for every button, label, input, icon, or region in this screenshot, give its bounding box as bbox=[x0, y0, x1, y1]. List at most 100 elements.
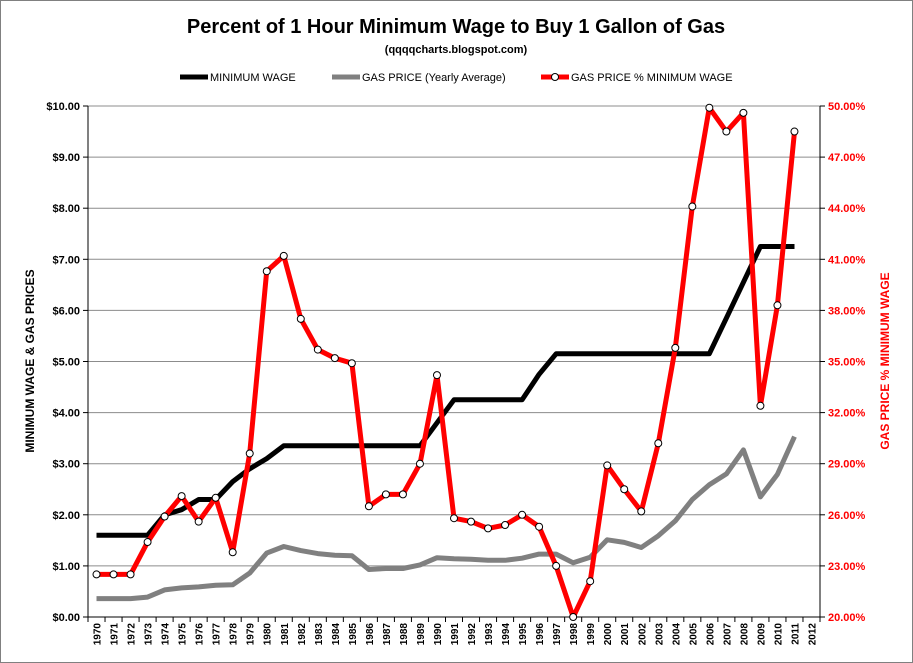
data-point bbox=[262, 267, 271, 276]
series-layer bbox=[92, 103, 799, 621]
y-tick-label-left: $4.00 bbox=[52, 408, 80, 420]
x-tick-label: 2009 bbox=[756, 623, 767, 646]
data-point bbox=[688, 202, 697, 211]
y-tick-label-left: $7.00 bbox=[52, 254, 80, 266]
data-point bbox=[194, 517, 203, 526]
y-tick-label-right: 50.00% bbox=[828, 101, 866, 113]
x-tick-label: 1989 bbox=[416, 623, 427, 646]
y-tick-label-right: 38.00% bbox=[828, 305, 866, 317]
x-tick-label: 2012 bbox=[807, 623, 818, 646]
y-tick-label-right: 32.00% bbox=[828, 408, 866, 420]
data-point bbox=[432, 371, 441, 380]
data-point bbox=[177, 492, 186, 501]
data-point bbox=[773, 301, 782, 310]
y-tick-label-left: $3.00 bbox=[52, 459, 80, 471]
x-tick-label: 1987 bbox=[382, 623, 393, 646]
x-tick-label: 1994 bbox=[501, 623, 512, 646]
y-axis-label-right: GAS PRICE % MINIMUM WAGE bbox=[878, 272, 892, 449]
legend: MINIMUM WAGE GAS PRICE (Yearly Average) GA… bbox=[180, 72, 733, 84]
data-point bbox=[569, 613, 578, 621]
x-tick-label: 1972 bbox=[127, 623, 138, 646]
y-tick-label-right: 47.00% bbox=[828, 152, 866, 164]
data-point bbox=[415, 459, 424, 468]
x-tick-label: 1985 bbox=[348, 623, 359, 646]
x-tick-label: 2002 bbox=[637, 623, 648, 646]
data-point bbox=[722, 127, 731, 136]
y-tick-label-right: 20.00% bbox=[828, 612, 866, 624]
y-tick-label-right: 41.00% bbox=[828, 254, 866, 266]
x-tick-label: 1971 bbox=[110, 623, 121, 646]
data-point bbox=[143, 538, 152, 547]
x-tick-label: 1999 bbox=[586, 623, 597, 646]
y-tick-label-left: $0.00 bbox=[52, 612, 80, 624]
data-point bbox=[603, 461, 612, 470]
y-tick-label-left: $10.00 bbox=[46, 101, 80, 113]
gridlines bbox=[88, 105, 820, 567]
data-point bbox=[126, 570, 135, 579]
data-point bbox=[484, 524, 493, 533]
y-tick-label-right: 44.00% bbox=[828, 203, 866, 215]
y-tick-label-left: $1.00 bbox=[52, 561, 80, 573]
chart-title: Percent of 1 Hour Minimum Wage to Buy 1 … bbox=[187, 16, 725, 38]
y-tick-label-right: 23.00% bbox=[828, 561, 866, 573]
x-tick-label: 2011 bbox=[790, 623, 801, 645]
data-point bbox=[654, 439, 663, 448]
x-tick-label: 2007 bbox=[722, 623, 733, 646]
data-point bbox=[279, 251, 288, 260]
data-point bbox=[739, 108, 748, 117]
x-tick-label: 1980 bbox=[263, 623, 274, 646]
y-tick-label-left: $5.00 bbox=[52, 357, 80, 369]
series-line bbox=[96, 105, 797, 620]
x-tick-label: 1978 bbox=[229, 623, 240, 646]
x-tick-label: 2010 bbox=[773, 623, 784, 646]
x-tick-label: 2008 bbox=[739, 623, 750, 646]
data-point bbox=[518, 510, 527, 519]
x-tick-label: 1986 bbox=[365, 623, 376, 646]
data-point bbox=[586, 577, 595, 586]
x-tick-label: 1990 bbox=[433, 623, 444, 646]
data-point bbox=[535, 522, 544, 531]
x-tick-label: 1996 bbox=[535, 623, 546, 646]
data-point bbox=[637, 507, 646, 516]
legend-label: GAS PRICE % MINIMUM WAGE bbox=[571, 72, 733, 84]
axes: $0.00 20.00% $1.00 23.00% $2.00 26.00% $3.00 29… bbox=[46, 101, 865, 645]
data-point bbox=[501, 521, 510, 530]
data-point bbox=[109, 570, 118, 579]
x-tick-label: 1982 bbox=[297, 623, 308, 646]
x-tick-label: 1993 bbox=[484, 623, 495, 646]
data-point bbox=[211, 493, 220, 502]
y-tick-label-right: 35.00% bbox=[828, 357, 866, 369]
series-line bbox=[96, 435, 797, 602]
data-point bbox=[790, 127, 799, 136]
data-point bbox=[296, 314, 305, 323]
y-tick-label-left: $8.00 bbox=[52, 203, 80, 215]
x-tick-label: 1995 bbox=[518, 623, 529, 646]
x-tick-label: 1981 bbox=[280, 623, 291, 646]
x-tick-label: 2004 bbox=[671, 623, 682, 646]
x-tick-label: 1970 bbox=[93, 623, 104, 646]
data-point bbox=[756, 401, 765, 410]
x-tick-label: 1975 bbox=[178, 623, 189, 646]
data-point bbox=[330, 354, 339, 363]
x-tick-label: 1974 bbox=[161, 623, 172, 646]
data-point bbox=[92, 570, 101, 579]
y-tick-label-left: $6.00 bbox=[52, 305, 80, 317]
x-tick-label: 1979 bbox=[246, 623, 257, 646]
x-tick-label: 1983 bbox=[314, 623, 325, 646]
x-tick-label: 1977 bbox=[212, 623, 223, 646]
x-tick-label: 2006 bbox=[705, 623, 716, 646]
data-point bbox=[364, 502, 373, 511]
data-point bbox=[347, 359, 356, 368]
data-point bbox=[450, 514, 458, 523]
data-point bbox=[552, 561, 561, 570]
data-point bbox=[245, 449, 254, 458]
x-tick-label: 1997 bbox=[552, 623, 563, 646]
x-tick-label: 1992 bbox=[467, 623, 478, 646]
data-point bbox=[620, 485, 629, 494]
data-point bbox=[160, 512, 169, 521]
data-point bbox=[398, 490, 407, 499]
x-tick-label: 2000 bbox=[603, 623, 614, 646]
